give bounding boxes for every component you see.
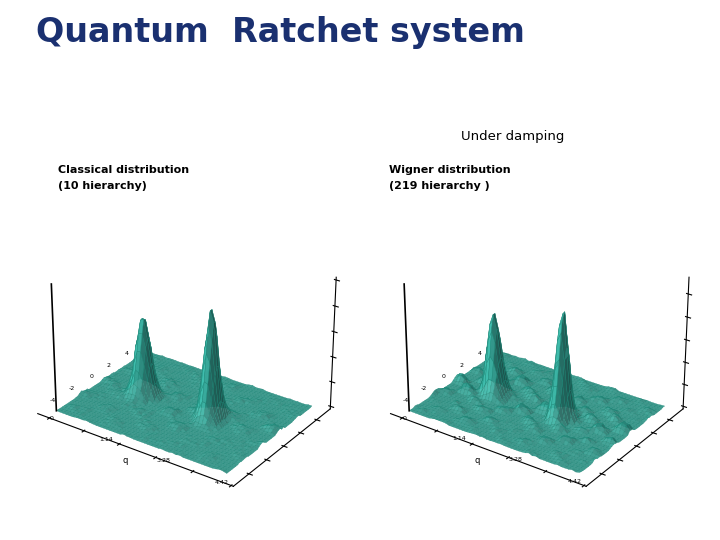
Text: (219 hierarchy ): (219 hierarchy ) xyxy=(389,181,490,191)
Text: Classical distribution: Classical distribution xyxy=(58,165,189,175)
Text: (10 hierarchy): (10 hierarchy) xyxy=(58,181,146,191)
Text: Under damping: Under damping xyxy=(461,130,564,143)
Text: $U_0 = 1000cm^{-1}$    $\omega_{10} = 500cm^{-1}$: $U_0 = 1000cm^{-1}$ $\omega_{10} = 500cm… xyxy=(173,126,367,145)
Text: $H_S = \hat{p}^2 + U_0\cos(q) + 0.02U_0\sin(\omega_{01}t) + 20.02U_0\sin(2\omega: $H_S = \hat{p}^2 + U_0\cos(q) + 0.02U_0\… xyxy=(164,78,556,97)
Text: Wigner distribution: Wigner distribution xyxy=(389,165,510,175)
Text: Quantum  Ratchet system: Quantum Ratchet system xyxy=(36,16,525,49)
